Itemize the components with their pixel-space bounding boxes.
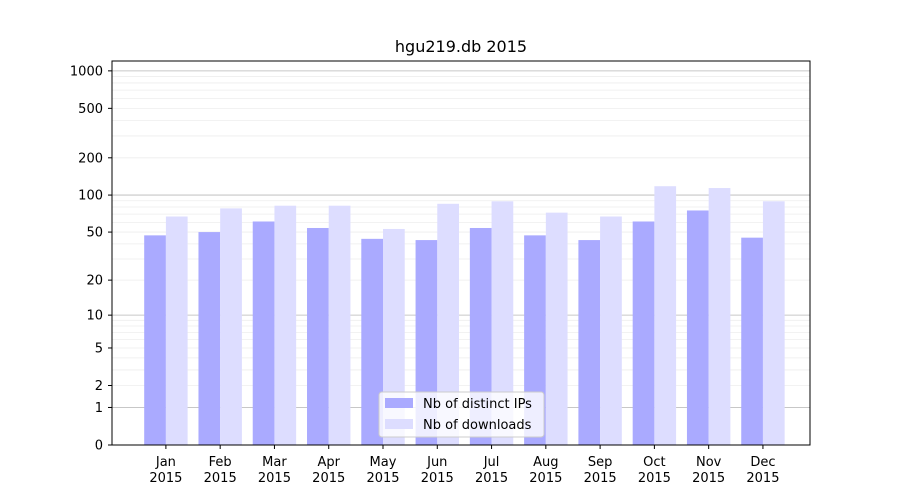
y-tick-label: 5 bbox=[95, 341, 103, 356]
y-tick-label: 50 bbox=[86, 226, 103, 241]
plot-frame bbox=[111, 60, 811, 446]
bar-ips bbox=[361, 238, 384, 445]
x-tick-label-year: 2015 bbox=[149, 471, 182, 486]
y-tick-label: 1000 bbox=[70, 64, 103, 79]
bar-downloads bbox=[165, 216, 188, 445]
bar-downloads bbox=[328, 205, 351, 445]
x-tick-label-month: Apr bbox=[317, 455, 340, 470]
x-tick-label-month: Oct bbox=[643, 455, 665, 470]
x-tick-label-year: 2015 bbox=[746, 471, 779, 486]
legend-swatch bbox=[385, 419, 413, 429]
bar-downloads bbox=[220, 208, 242, 445]
y-tick-label: 20 bbox=[86, 274, 103, 289]
bar-downloads bbox=[654, 186, 677, 445]
bar-ips bbox=[741, 237, 763, 445]
x-tick-label-month: Jun bbox=[426, 455, 447, 470]
x-tick-label-year: 2015 bbox=[366, 471, 399, 486]
bar-ips bbox=[307, 227, 329, 445]
bar-downloads bbox=[708, 188, 731, 445]
y-tick-label: 0 bbox=[95, 439, 103, 454]
bar-ips bbox=[632, 221, 655, 445]
bar-ips bbox=[252, 221, 275, 445]
legend-swatch bbox=[385, 398, 413, 408]
bar-downloads bbox=[274, 205, 297, 445]
bar-downloads bbox=[437, 203, 459, 445]
bar-ips bbox=[578, 240, 601, 445]
bar-ips bbox=[469, 227, 492, 445]
axes-group: 01251020501002005001000Jan2015Feb2015Mar… bbox=[70, 60, 811, 486]
bar-ips bbox=[198, 232, 221, 445]
y-tick-label: 2 bbox=[95, 379, 103, 394]
bar-ips bbox=[144, 235, 166, 445]
bar-downloads bbox=[762, 201, 785, 445]
y-tick-label: 500 bbox=[78, 102, 103, 117]
y-tick-label: 1 bbox=[95, 401, 103, 416]
bar-downloads bbox=[491, 201, 514, 445]
x-tick-label-month: Sep bbox=[588, 455, 613, 470]
y-tick-label: 200 bbox=[78, 151, 103, 166]
x-tick-label-year: 2015 bbox=[258, 471, 291, 486]
legend-label: Nb of downloads bbox=[423, 418, 532, 433]
x-tick-label-year: 2015 bbox=[312, 471, 345, 486]
x-tick-label-year: 2015 bbox=[584, 471, 617, 486]
x-tick-label-month: May bbox=[370, 455, 397, 470]
chart-title: hgu219.db 2015 bbox=[395, 37, 527, 56]
bar-downloads bbox=[545, 212, 568, 445]
x-tick-label-year: 2015 bbox=[638, 471, 671, 486]
x-tick-label-month: Dec bbox=[750, 455, 775, 470]
x-tick-label-year: 2015 bbox=[475, 471, 508, 486]
x-tick-label-year: 2015 bbox=[204, 471, 237, 486]
x-tick-label-month: Feb bbox=[209, 455, 232, 470]
bar-downloads bbox=[600, 216, 622, 445]
legend-label: Nb of distinct IPs bbox=[423, 397, 532, 412]
bar-ips bbox=[686, 210, 709, 445]
legend: Nb of distinct IPs Nb of downloads bbox=[378, 391, 545, 438]
x-tick-label-month: Nov bbox=[696, 455, 722, 470]
legend-box bbox=[378, 391, 545, 438]
x-tick-label-year: 2015 bbox=[421, 471, 454, 486]
y-tick-label: 10 bbox=[86, 309, 103, 324]
bar-downloads bbox=[383, 228, 405, 445]
x-tick-label-month: Mar bbox=[262, 455, 287, 470]
y-tick-label: 100 bbox=[78, 189, 103, 204]
x-tick-label-year: 2015 bbox=[529, 471, 562, 486]
x-tick-label-month: Aug bbox=[533, 455, 558, 470]
x-tick-label-month: Jan bbox=[155, 455, 176, 470]
x-tick-label-month: Jul bbox=[483, 455, 500, 470]
x-tick-label-year: 2015 bbox=[692, 471, 725, 486]
